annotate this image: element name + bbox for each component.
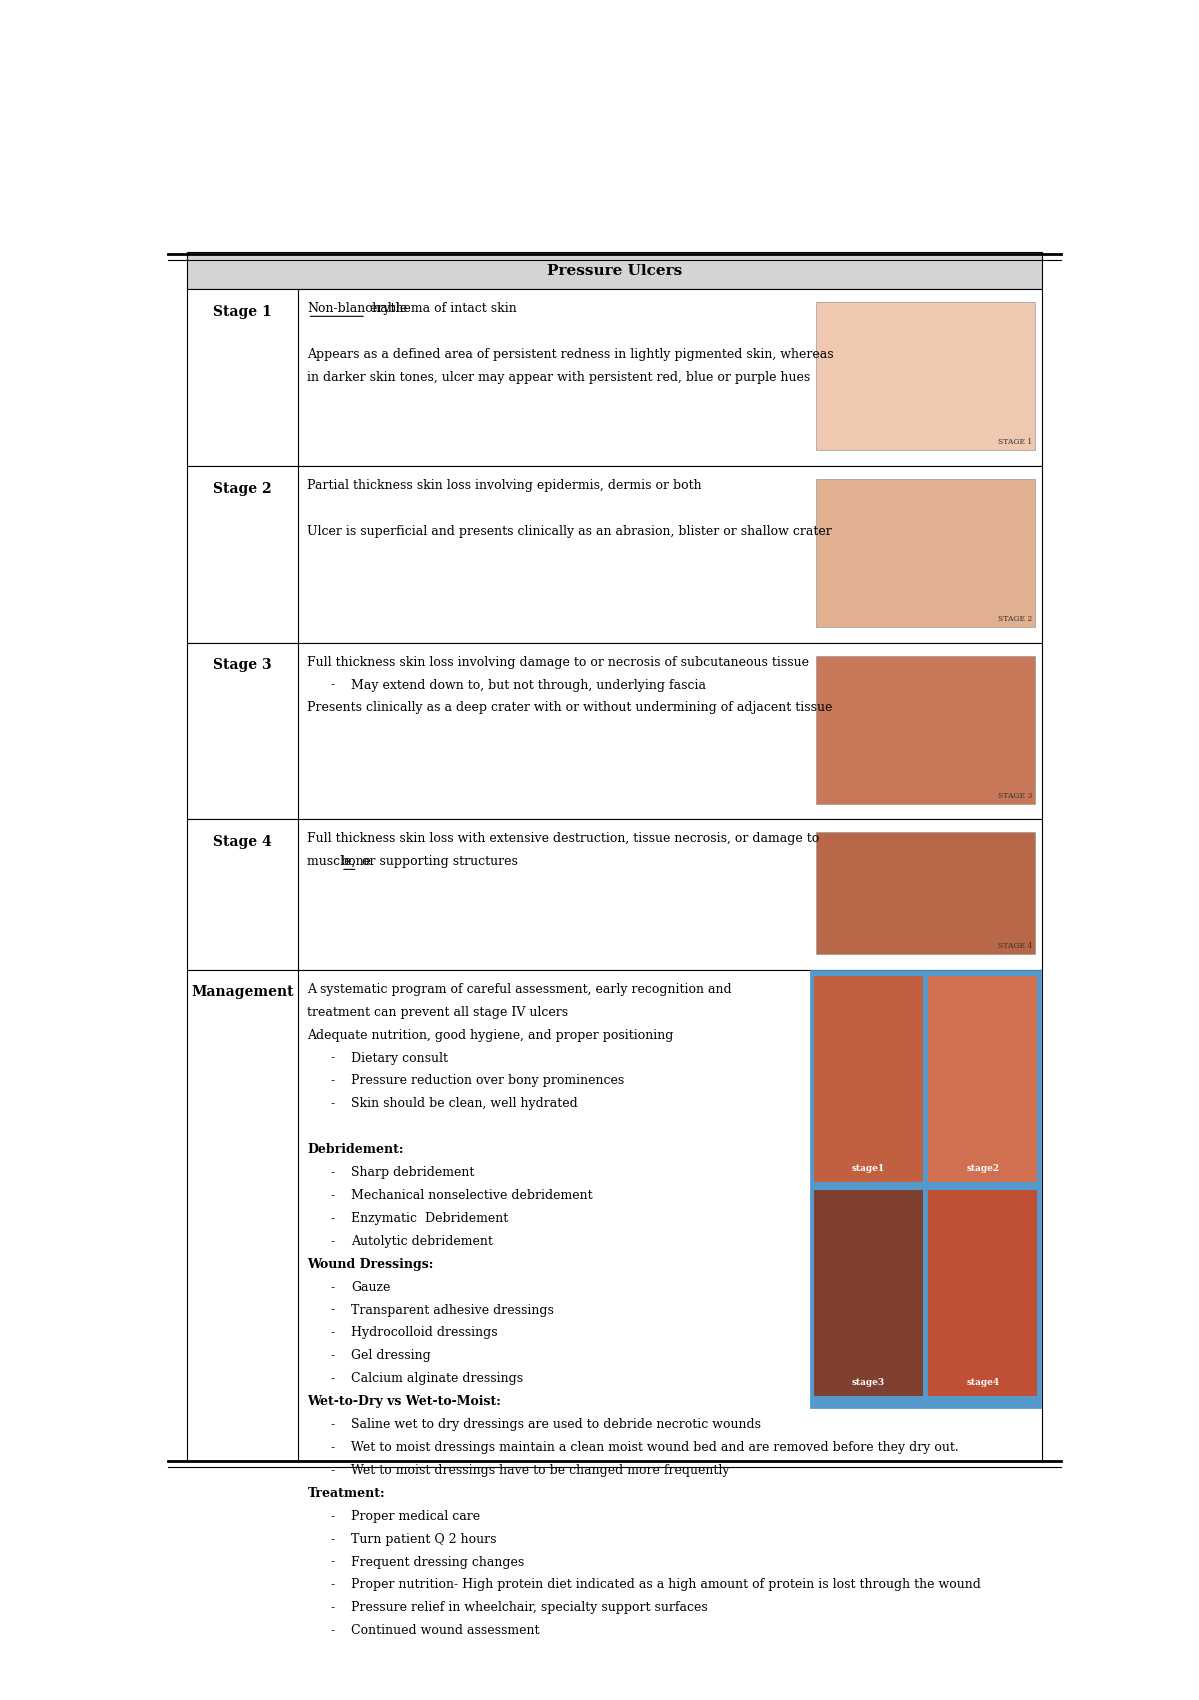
Text: Frequent dressing changes: Frequent dressing changes — [351, 1556, 524, 1569]
Text: Stage 3: Stage 3 — [213, 658, 272, 672]
Text: Gauze: Gauze — [351, 1280, 391, 1294]
Text: muscle,: muscle, — [307, 855, 360, 869]
Bar — [187, 289, 1042, 466]
Text: stage3: stage3 — [851, 1379, 885, 1387]
Text: -: - — [331, 1510, 335, 1523]
Text: Ulcer is superficial and presents clinically as an abrasion, blister or shallow : Ulcer is superficial and presents clinic… — [307, 525, 832, 537]
Text: -: - — [331, 1188, 335, 1202]
Text: Appears as a defined area of persistent redness in lightly pigmented skin, where: Appears as a defined area of persistent … — [307, 348, 835, 360]
Text: Treatment:: Treatment: — [307, 1488, 385, 1499]
Text: in darker skin tones, ulcer may appear with persistent red, blue or purple hues: in darker skin tones, ulcer may appear w… — [307, 371, 811, 384]
Text: Full thickness skin loss involving damage to or necrosis of subcutaneous tissue: Full thickness skin loss involving damag… — [307, 656, 809, 668]
Text: -: - — [331, 678, 335, 692]
Text: -: - — [331, 1280, 335, 1294]
Text: -: - — [331, 1304, 335, 1316]
Text: Enzymatic  Debridement: Enzymatic Debridement — [351, 1212, 508, 1226]
Text: Pressure Ulcers: Pressure Ulcers — [547, 264, 682, 277]
Text: Full thickness skin loss with extensive destruction, tissue necrosis, or damage : Full thickness skin loss with extensive … — [307, 833, 820, 845]
Bar — [187, 466, 1042, 643]
Bar — [814, 976, 923, 1183]
Bar — [815, 833, 1036, 954]
Text: Gel dressing: Gel dressing — [351, 1350, 430, 1362]
Text: -: - — [331, 1350, 335, 1362]
Text: Debridement:: Debridement: — [307, 1142, 404, 1156]
Text: stage2: stage2 — [966, 1164, 1000, 1173]
Text: Stage 4: Stage 4 — [213, 835, 272, 848]
Text: Continued wound assessment: Continued wound assessment — [351, 1624, 540, 1637]
Text: May extend down to, but not through, underlying fascia: May extend down to, but not through, und… — [351, 678, 706, 692]
Text: Wet to moist dressings maintain a clean moist wound bed and are removed before t: Wet to moist dressings maintain a clean … — [351, 1442, 959, 1454]
Text: Sharp debridement: Sharp debridement — [351, 1166, 475, 1180]
Text: Saline wet to dry dressings are used to debride necrotic wounds: Saline wet to dry dressings are used to … — [351, 1418, 761, 1431]
Text: Stage 1: Stage 1 — [213, 304, 272, 320]
Text: STAGE 2: STAGE 2 — [999, 615, 1032, 622]
Bar — [814, 1190, 923, 1396]
Text: Management: Management — [192, 986, 294, 1000]
Text: Turn patient Q 2 hours: Turn patient Q 2 hours — [351, 1533, 496, 1545]
Bar — [815, 303, 1036, 450]
Text: Proper nutrition- High protein diet indicated as a high amount of protein is los: Proper nutrition- High protein diet indi… — [351, 1579, 981, 1591]
Text: -: - — [331, 1212, 335, 1226]
Text: -: - — [331, 1074, 335, 1088]
Text: STAGE 1: STAGE 1 — [999, 439, 1032, 445]
Text: -: - — [331, 1326, 335, 1340]
Text: treatment can prevent all stage IV ulcers: treatment can prevent all stage IV ulcer… — [307, 1006, 568, 1018]
Text: -: - — [331, 1418, 335, 1431]
Text: STAGE 3: STAGE 3 — [999, 792, 1032, 799]
Text: Presents clinically as a deep crater with or without undermining of adjacent tis: Presents clinically as a deep crater wit… — [307, 702, 833, 714]
Text: -: - — [331, 1166, 335, 1180]
Text: Proper medical care: Proper medical care — [351, 1510, 481, 1523]
Text: Mechanical nonselective debridement: Mechanical nonselective debridement — [351, 1188, 592, 1202]
Text: -: - — [331, 1533, 335, 1545]
Text: Dietary consult: Dietary consult — [351, 1052, 448, 1064]
Text: Hydrocolloid dressings: Hydrocolloid dressings — [351, 1326, 498, 1340]
Bar — [187, 252, 1042, 289]
Bar — [815, 479, 1036, 627]
Text: Autolytic debridement: Autolytic debridement — [351, 1234, 493, 1248]
Text: -: - — [331, 1442, 335, 1454]
Bar — [928, 1190, 1037, 1396]
Text: -: - — [331, 1464, 335, 1477]
Text: Wet-to-Dry vs Wet-to-Moist:: Wet-to-Dry vs Wet-to-Moist: — [307, 1396, 501, 1408]
Text: bone: bone — [341, 855, 372, 869]
Text: -: - — [331, 1098, 335, 1110]
Text: Stage 2: Stage 2 — [213, 481, 272, 495]
Text: Adequate nutrition, good hygiene, and proper positioning: Adequate nutrition, good hygiene, and pr… — [307, 1028, 674, 1042]
Text: -: - — [331, 1624, 335, 1637]
Text: -: - — [331, 1556, 335, 1569]
Bar — [187, 969, 1042, 1460]
Text: Wet to moist dressings have to be changed more frequently: Wet to moist dressings have to be change… — [351, 1464, 730, 1477]
Text: stage4: stage4 — [966, 1379, 1000, 1387]
Text: Pressure relief in wheelchair, specialty support surfaces: Pressure relief in wheelchair, specialty… — [351, 1601, 707, 1615]
Bar — [928, 976, 1037, 1183]
Text: A systematic program of careful assessment, early recognition and: A systematic program of careful assessme… — [307, 983, 733, 996]
Text: -: - — [331, 1052, 335, 1064]
Text: erythema of intact skin: erythema of intact skin — [366, 303, 517, 314]
Text: Non-blanchable: Non-blanchable — [307, 303, 408, 314]
Bar — [815, 656, 1036, 804]
Text: Transparent adhesive dressings: Transparent adhesive dressings — [351, 1304, 554, 1316]
Text: -: - — [331, 1579, 335, 1591]
Text: Partial thickness skin loss involving epidermis, dermis or both: Partial thickness skin loss involving ep… — [307, 479, 703, 491]
Bar — [187, 643, 1042, 819]
Text: STAGE 4: STAGE 4 — [999, 942, 1032, 950]
Text: -: - — [331, 1234, 335, 1248]
Text: stage1: stage1 — [851, 1164, 885, 1173]
Text: or supporting structures: or supporting structures — [357, 855, 518, 869]
Text: Calcium alginate dressings: Calcium alginate dressings — [351, 1372, 523, 1386]
Text: Skin should be clean, well hydrated: Skin should be clean, well hydrated — [351, 1098, 578, 1110]
Text: Wound Dressings:: Wound Dressings: — [307, 1258, 434, 1270]
Text: -: - — [331, 1372, 335, 1386]
Text: -: - — [331, 1601, 335, 1615]
Text: Pressure reduction over bony prominences: Pressure reduction over bony prominences — [351, 1074, 625, 1088]
Bar — [187, 819, 1042, 969]
Bar — [811, 971, 1040, 1408]
